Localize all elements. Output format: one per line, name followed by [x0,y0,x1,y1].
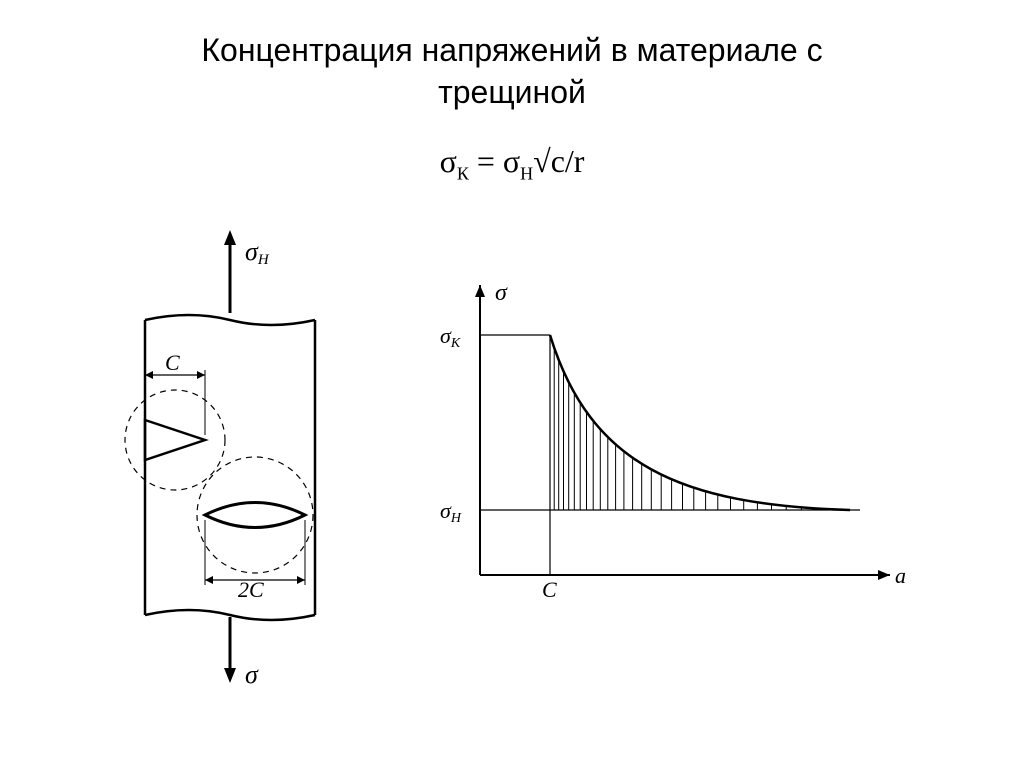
c-x-label: С [542,577,557,602]
sigma-k-label: σК [440,323,461,351]
y-axis-arrowhead [475,285,485,297]
sigma-h-label: σН [440,498,462,526]
formula-sigma2: σ [503,143,520,179]
formula-sub-k: К [457,164,469,184]
stress-chart: σ a σК σН С [420,245,920,645]
title-line2: трещиной [438,74,586,110]
dim-2c-arrow-l [205,576,213,584]
crack-schematic: σН С 2С σ [60,225,340,685]
formula-cr: c/r [551,143,585,179]
top-stress-arrowhead [224,230,236,245]
bottom-stress-arrowhead [224,668,236,683]
diagrams-row: σН С 2С σ [0,225,1024,685]
formula-eq: = [469,143,503,179]
sigma-h-bot-label: σ [245,660,259,685]
dim-2c-label: 2С [238,577,264,602]
formula: σК = σН√c/r [0,143,1024,184]
edge-crack-circle [125,390,225,490]
x-axis-label: a [895,563,906,588]
formula-sqrt: √ [533,143,551,179]
internal-crack-circle [197,457,313,573]
x-axis-arrowhead [878,570,890,580]
formula-sub-h: Н [520,164,533,184]
title-line1: Концентрация напряжений в материале с [201,32,822,68]
page-title: Концентрация напряжений в материале с тр… [0,0,1024,113]
y-axis-label: σ [495,280,508,306]
plate-top-break [145,315,315,325]
formula-sigma1: σ [440,143,457,179]
sigma-h-top-label: σН [245,237,270,268]
hatch-area [550,335,833,510]
stress-decay-curve [550,335,850,510]
dim-2c-arrow-r [297,576,305,584]
dim-c-label: С [165,350,180,375]
edge-crack [145,420,205,460]
dim-c-arrow-r [197,371,205,379]
internal-crack [205,502,305,527]
